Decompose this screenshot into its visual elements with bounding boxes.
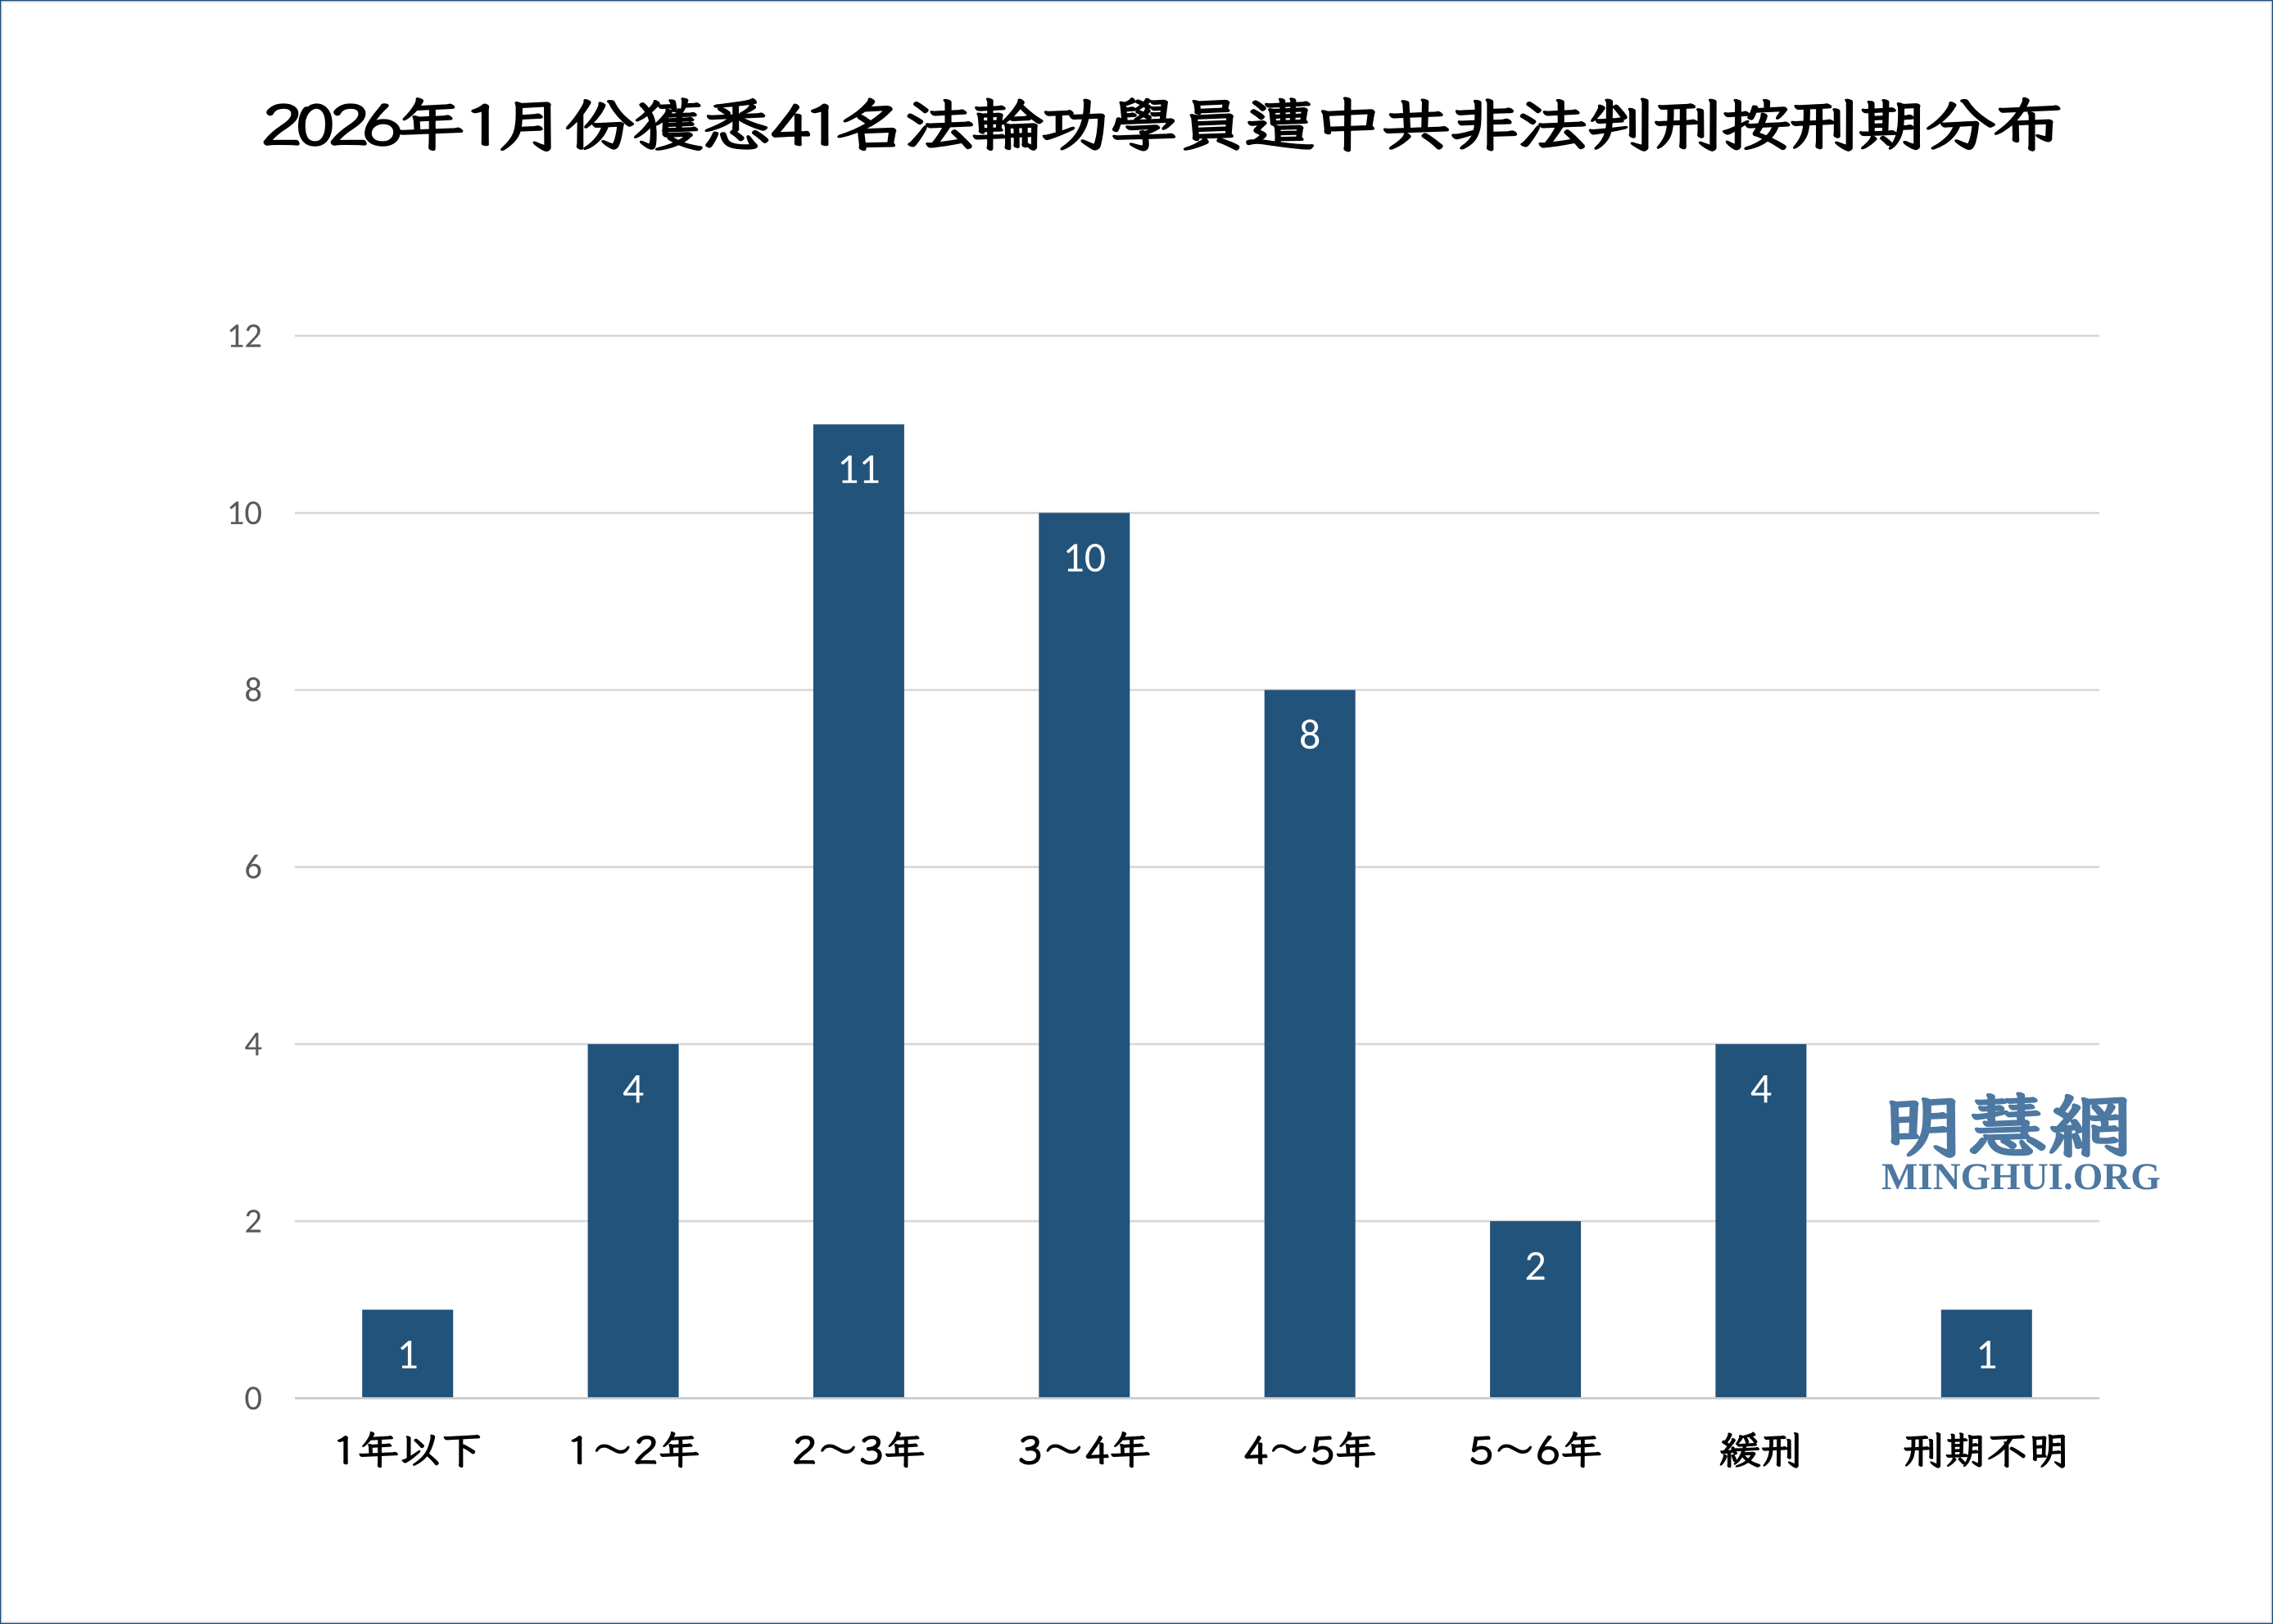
svg-text:MINGHUI.ORG: MINGHUI.ORG — [1881, 1156, 2161, 1198]
